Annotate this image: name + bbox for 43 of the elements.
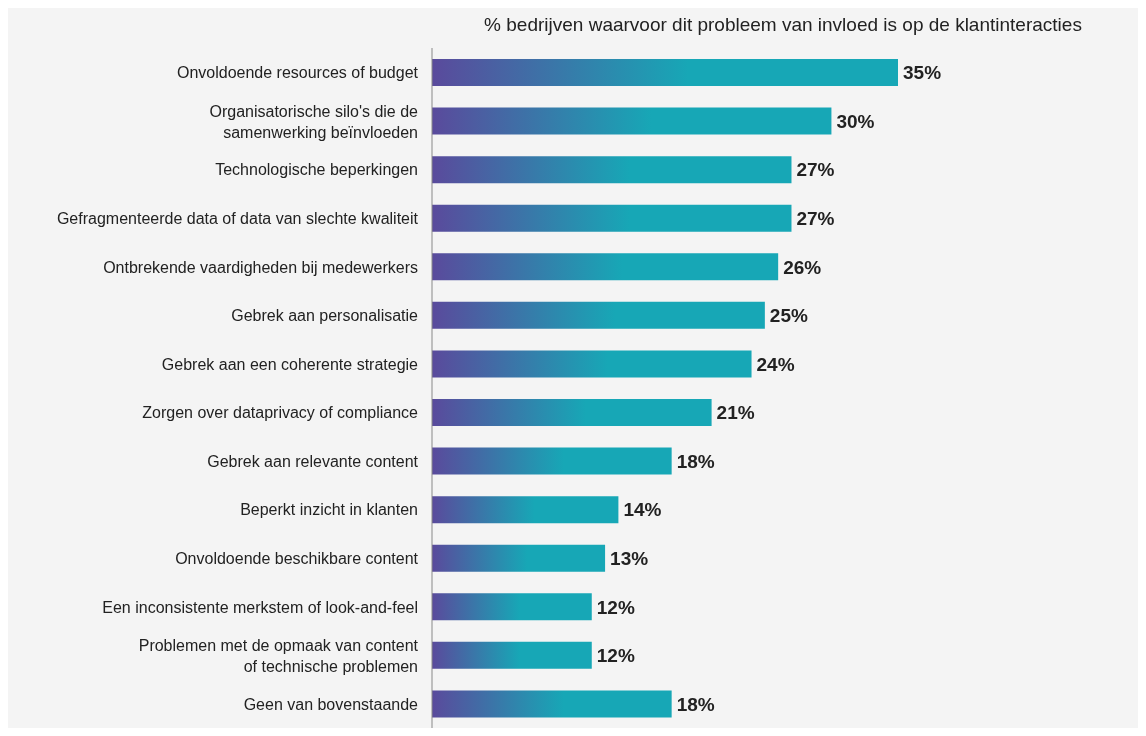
y-tick-label: Onvoldoende beschikbare content — [175, 550, 419, 567]
bar — [432, 156, 792, 184]
data-label: 35% — [903, 62, 942, 84]
data-label: 24% — [756, 353, 795, 375]
data-label: 14% — [623, 499, 662, 521]
bar — [432, 107, 832, 135]
bar — [432, 447, 672, 475]
y-tick-label: Een inconsistente merkstem of look-and-feel — [102, 598, 418, 616]
bar — [432, 301, 765, 329]
data-label: 18% — [676, 693, 715, 715]
data-label: 12% — [596, 596, 635, 618]
data-label: 13% — [610, 547, 649, 569]
y-tick-label: Technologische beperkingen — [215, 161, 418, 179]
y-tick-label: Gebrek aan relevante content — [207, 452, 419, 470]
y-tick-label: Beperkt inzicht in klanten — [240, 501, 418, 519]
data-label: 18% — [676, 450, 715, 472]
y-tick-label: Gefragmenteerde data of data van slechte kwaliteit — [56, 210, 419, 227]
y-tick-label: Zorgen over dataprivacy of compliance — [142, 404, 419, 422]
chart-title: % bedrijven waarvoor dit probleem van invloed is op de klantinteracties — [483, 14, 1083, 36]
y-tick-label: Gebrek aan een coherente strategie — [161, 355, 419, 373]
y-tick-label: Geen van bovenstaande — [243, 695, 419, 713]
data-label: 30% — [836, 110, 875, 132]
bar — [432, 496, 619, 524]
y-tick-label: Gebrek aan personalisatie — [231, 307, 419, 325]
y-tick-label: Onvoldoende resources of budget — [176, 64, 419, 82]
bar — [432, 690, 672, 718]
bar — [432, 253, 779, 281]
bar — [432, 399, 712, 426]
data-label: 21% — [716, 402, 755, 424]
bar — [432, 593, 592, 621]
bar — [432, 641, 592, 669]
data-label: 12% — [596, 645, 635, 667]
data-label: 25% — [769, 305, 808, 327]
bar — [432, 204, 792, 232]
data-label: 27% — [796, 159, 835, 181]
data-label: 26% — [783, 256, 822, 278]
data-label: 27% — [796, 207, 835, 229]
bar — [432, 544, 606, 572]
bar — [432, 59, 898, 86]
y-tick-label: Organisatorische silo's die de samenwerking beïnvloeden — [209, 102, 419, 141]
bar — [432, 350, 752, 378]
y-tick-label: Problemen met de opmaak van content of technische problemen — [138, 637, 419, 676]
y-tick-label: Ontbrekende vaardigheden bij medewerkers — [103, 258, 418, 276]
